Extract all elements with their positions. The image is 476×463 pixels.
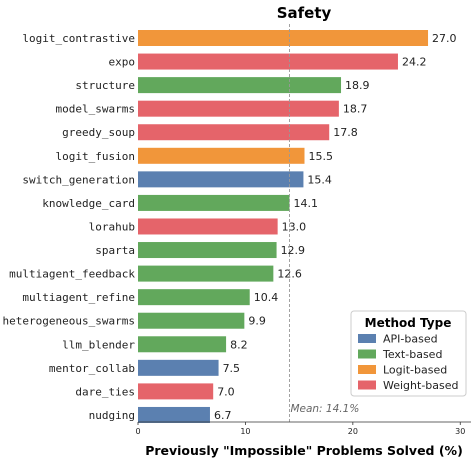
value-label: 12.9 [281,244,306,257]
value-label: 6.7 [214,409,232,422]
legend-swatch [358,334,376,343]
bar [138,289,250,306]
bar [138,312,245,329]
legend-box [350,310,467,397]
x-tick-label: 30 [455,427,465,436]
legend-item: Logit-based [358,364,447,377]
legend-label: Weight-based [383,379,459,392]
legend: Method Type API-based Text-based Logit-bas… [350,310,467,397]
category-label: knowledge_card [42,197,135,210]
value-label: 17.8 [333,126,358,139]
category-label: heterogeneous_swarms [3,315,135,328]
value-label: 15.5 [309,150,334,163]
bar-group: nudging 6.7 [89,406,232,423]
bar [138,336,227,353]
category-label: switch_generation [22,173,135,186]
category-label: llm_blender [62,338,135,351]
category-label: lorahub [89,220,135,233]
x-tick-label: 20 [348,427,358,436]
value-label: 7.0 [217,385,235,398]
bar-group: mentor_collab 7.5 [49,359,241,376]
bar [138,218,278,235]
bar-group: multiagent_feedback 12.6 [9,265,302,282]
value-label: 9.9 [248,315,266,328]
x-tick-label: 0 [135,427,140,436]
bar [138,171,304,188]
legend-swatch [358,349,376,359]
category-label: logit_fusion [56,150,135,163]
legend-item: Text-based [358,348,442,361]
value-label: 18.9 [345,79,370,92]
category-label: multiagent_feedback [9,268,135,281]
bar-group: model_swarms 18.7 [56,100,368,117]
bar [138,100,339,117]
bar [138,53,398,70]
value-label: 7.5 [223,362,241,375]
bar [138,265,274,282]
chart-title: Safety [277,4,332,22]
value-label: 18.7 [343,103,368,116]
value-label: 24.2 [402,56,427,69]
bar [138,383,214,400]
legend-title: Method Type [365,316,452,330]
bar-group: logit_contrastive 27.0 [22,30,457,46]
x-tick-label: 10 [240,427,250,436]
legend-swatch [358,365,376,374]
bar-group: sparta 12.9 [95,242,306,259]
legend-label: Logit-based [383,364,447,377]
category-label: sparta [95,244,135,257]
bar [138,147,305,164]
x-axis-label: Previously "Impossible" Problems Solved … [145,443,463,458]
bar [138,30,429,46]
legend-swatch [358,380,376,390]
x-axis: 0 10 20 30 [135,421,471,436]
category-label: structure [75,79,135,92]
bar-group: switch_generation 15.4 [22,171,332,188]
value-label: 14.1 [293,197,318,210]
legend-item: Weight-based [358,379,459,392]
category-label: greedy_soup [62,126,135,139]
value-label: 13.0 [282,220,307,233]
bar-group: logit_fusion 15.5 [56,147,334,164]
bar [138,242,277,259]
mean-label: Mean: 14.1% [290,403,359,415]
bar-group: structure 18.9 [75,77,370,94]
category-label: model_swarms [56,103,135,116]
category-label: expo [109,56,136,69]
bar-group: lorahub 13.0 [89,218,307,235]
category-label: logit_contrastive [22,32,135,45]
value-label: 15.4 [307,173,332,186]
value-label: 8.2 [230,338,248,351]
bars-layer: logit_contrastive 27.0 expo 24.2 structure 18… [3,30,457,423]
bar-group: knowledge_card 14.1 [42,194,318,211]
bar [138,77,342,94]
value-label: 27.0 [432,32,457,45]
bar [138,124,330,141]
bar [138,406,210,423]
category-label: dare_ties [75,385,135,398]
legend-label: API-based [383,333,438,346]
category-label: nudging [89,409,135,422]
bar-group: llm_blender 8.2 [62,336,248,353]
bar-group: expo 24.2 [109,53,427,70]
bar-group: dare_ties 7.0 [75,383,235,400]
legend-items: API-based Text-based Logit-based Weight-bas… [358,333,459,392]
category-label: mentor_collab [49,362,135,375]
bar-group: greedy_soup 17.8 [62,124,358,141]
legend-item: API-based [358,333,438,346]
bar [138,194,290,211]
value-label: 10.4 [254,291,279,304]
bar-group: heterogeneous_swarms 9.9 [3,312,266,329]
bar [138,359,219,376]
legend-label: Text-based [382,348,442,361]
bar-group: multiagent_refine 10.4 [22,289,279,306]
category-label: multiagent_refine [22,291,135,304]
